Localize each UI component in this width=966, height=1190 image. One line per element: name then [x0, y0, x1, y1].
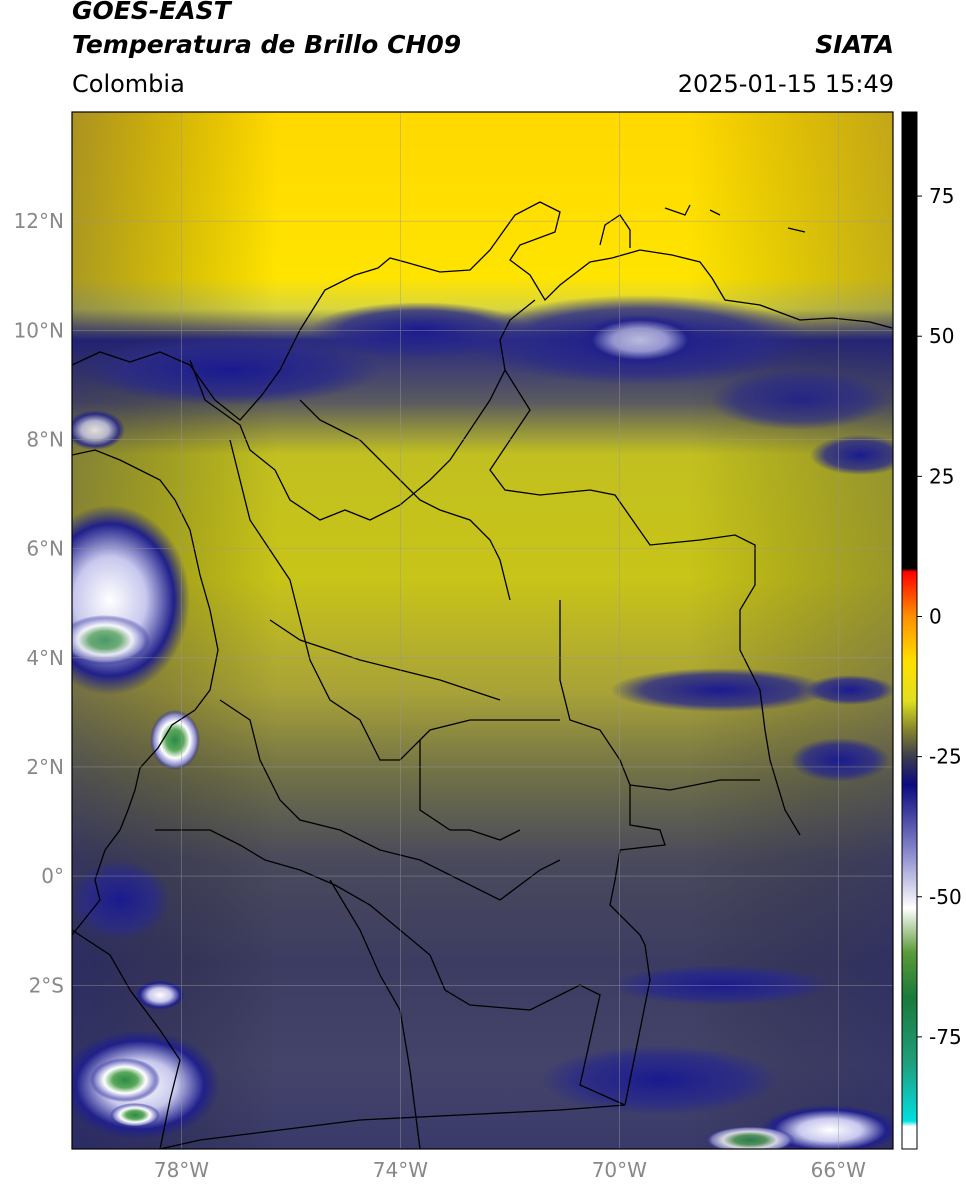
colorbar-tick-label: 50	[929, 324, 954, 348]
country-borders	[72, 201, 893, 1149]
colorbar-tick-label: -50	[929, 885, 962, 909]
lat-tick-label: 10°N	[14, 318, 64, 342]
lat-tick-label: 4°N	[26, 646, 64, 670]
lat-tick-label: 6°N	[26, 537, 64, 561]
satellite-imagery	[72, 112, 893, 1149]
colorbar: 75 50 25 0 -25 -50 -75	[901, 111, 962, 1150]
lat-tick-label: 8°N	[26, 427, 64, 451]
organization-label: SIATA	[815, 30, 894, 59]
lon-tick-label: 74°W	[373, 1158, 428, 1182]
product-title: Temperatura de Brillo CH09	[72, 30, 462, 59]
map-frame	[71, 111, 894, 1150]
lon-tick-label: 78°W	[154, 1158, 209, 1182]
lat-tick-label: 0°	[41, 864, 64, 888]
colorbar-tick-label: -25	[929, 745, 962, 769]
colorbar-tick-label: -75	[929, 1025, 962, 1049]
lon-tick-label: 66°W	[811, 1158, 866, 1182]
lat-tick-label: 2°S	[29, 973, 64, 997]
timestamp-label: 2025-01-15 15:49	[677, 70, 894, 98]
colorbar-tick-label: 75	[929, 184, 954, 208]
gridlines	[72, 112, 893, 1149]
lon-tick-label: 70°W	[592, 1158, 647, 1182]
lat-tick-label: 2°N	[26, 755, 64, 779]
colorbar-tick-label: 0	[929, 604, 942, 628]
satellite-title: GOES-EAST	[72, 0, 231, 25]
region-label: Colombia	[72, 70, 185, 98]
latitude-labels: 12°N 10°N 8°N 6°N 4°N 2°N 0° 2°S	[14, 209, 64, 997]
longitude-labels: 78°W 74°W 70°W 66°W	[154, 1158, 866, 1182]
colorbar-tick-label: 25	[929, 464, 954, 488]
lat-tick-label: 12°N	[14, 209, 64, 233]
